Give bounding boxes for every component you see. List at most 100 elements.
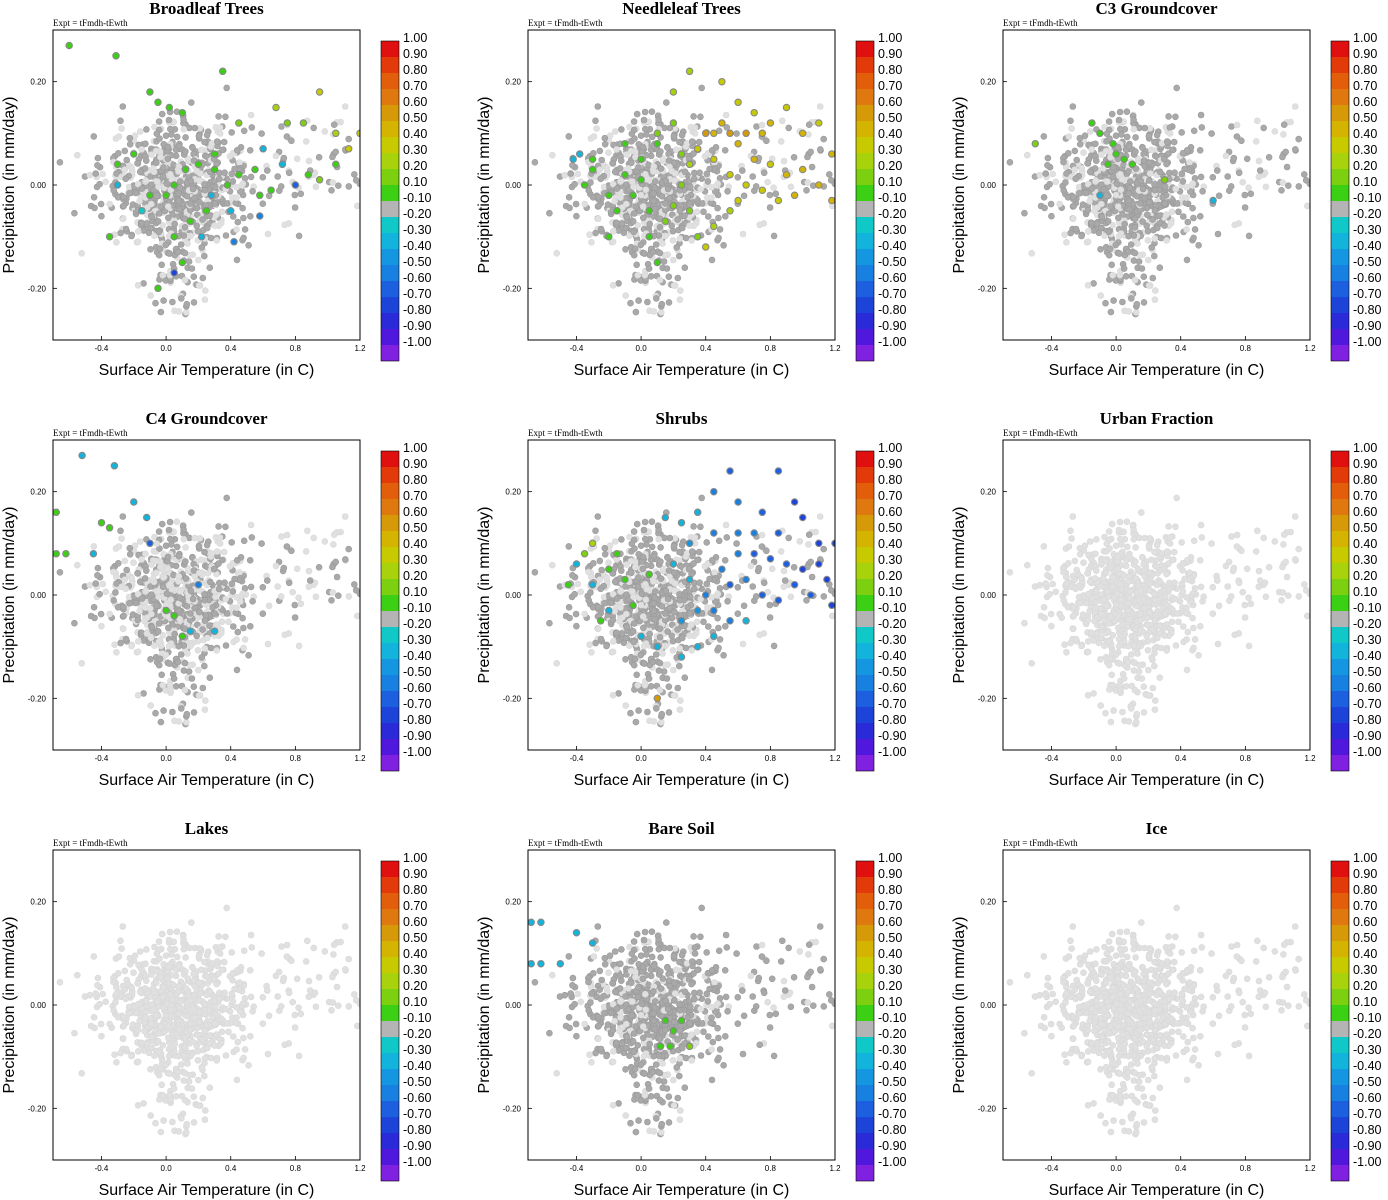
background-point <box>1131 276 1139 284</box>
background-point <box>199 274 207 282</box>
background-point <box>1126 184 1134 191</box>
data-point <box>758 508 767 517</box>
background-point <box>766 614 774 621</box>
background-point <box>203 131 211 139</box>
background-point <box>151 123 158 131</box>
background-point <box>166 250 173 257</box>
background-point <box>664 628 671 635</box>
background-point <box>118 535 125 542</box>
background-point <box>128 642 135 650</box>
background-point <box>215 585 223 593</box>
background-point <box>204 634 211 642</box>
experiment-label: Expt = tFmdh-tEwth <box>528 428 603 438</box>
background-point <box>687 593 694 601</box>
background-point <box>646 220 653 228</box>
data-point <box>726 207 734 215</box>
background-point <box>684 194 691 201</box>
background-point <box>609 238 617 246</box>
data-point <box>1160 176 1169 184</box>
colorbar-swatch <box>381 73 399 89</box>
background-point <box>674 216 681 223</box>
background-point <box>572 200 580 208</box>
colorbar-swatch <box>381 515 399 531</box>
background-point <box>136 197 143 205</box>
background-point <box>206 674 214 682</box>
background-point <box>676 252 683 260</box>
background-point <box>190 567 198 574</box>
background-point <box>595 193 602 201</box>
colorbar-label: 0.90 <box>1353 47 1377 61</box>
colorbar-swatch <box>381 595 399 611</box>
background-point <box>546 209 553 217</box>
background-point <box>1173 84 1180 92</box>
background-point <box>140 280 147 287</box>
background-point <box>805 531 813 538</box>
background-point <box>171 630 178 638</box>
colorbar-label: 0.90 <box>878 47 902 61</box>
background-point <box>1104 178 1111 185</box>
background-point <box>198 556 205 564</box>
background-point <box>763 137 770 145</box>
background-point <box>167 580 174 588</box>
colorbar-swatch <box>381 169 399 185</box>
background-point <box>163 590 171 597</box>
background-point <box>170 675 178 682</box>
background-point <box>288 547 295 555</box>
colorbar-swatch <box>1331 249 1349 265</box>
background-point <box>1097 292 1104 299</box>
data-point <box>742 129 750 138</box>
background-point <box>781 577 789 584</box>
background-point <box>119 103 127 110</box>
background-point <box>691 130 699 137</box>
background-point <box>295 642 303 650</box>
background-point <box>195 282 203 289</box>
background-point <box>183 308 190 316</box>
background-point <box>159 222 167 229</box>
background-point <box>206 622 213 629</box>
background-point <box>180 667 188 674</box>
data-point <box>782 560 791 568</box>
background-point <box>1067 117 1074 125</box>
colorbar-label: -0.90 <box>403 729 432 743</box>
colorbar-swatch <box>1331 121 1349 137</box>
background-point <box>138 185 146 192</box>
background-point <box>622 224 630 232</box>
background-point <box>345 135 353 143</box>
data-point <box>142 513 151 522</box>
background-point <box>670 666 677 674</box>
background-point <box>239 204 246 212</box>
data-point <box>613 207 621 215</box>
background-point <box>615 280 622 287</box>
background-point <box>772 190 780 198</box>
background-point <box>626 642 633 649</box>
background-point <box>134 238 142 246</box>
background-point <box>697 523 704 531</box>
background-point <box>148 623 156 631</box>
background-point <box>1146 170 1154 177</box>
background-point <box>708 557 716 564</box>
background-point <box>1227 183 1235 190</box>
background-point <box>656 625 664 632</box>
background-point <box>233 256 241 264</box>
colorbar-swatch <box>1331 57 1349 73</box>
background-point <box>134 180 142 188</box>
background-point <box>640 116 648 124</box>
background-point <box>277 183 285 190</box>
data-point <box>218 67 227 76</box>
background-point <box>655 526 662 534</box>
background-point <box>705 213 712 220</box>
background-point <box>1084 228 1092 235</box>
data-point <box>181 165 190 174</box>
colorbar-label: -0.10 <box>878 191 907 205</box>
background-point <box>664 185 672 193</box>
background-point <box>90 133 98 140</box>
background-point <box>739 230 747 238</box>
background-point <box>1190 214 1197 222</box>
background-point <box>278 123 285 130</box>
background-point <box>1144 237 1152 244</box>
background-point <box>1166 124 1174 131</box>
colorbar-swatch <box>856 297 874 313</box>
background-point <box>213 621 220 628</box>
background-point <box>1255 173 1263 181</box>
background-point <box>240 214 247 222</box>
